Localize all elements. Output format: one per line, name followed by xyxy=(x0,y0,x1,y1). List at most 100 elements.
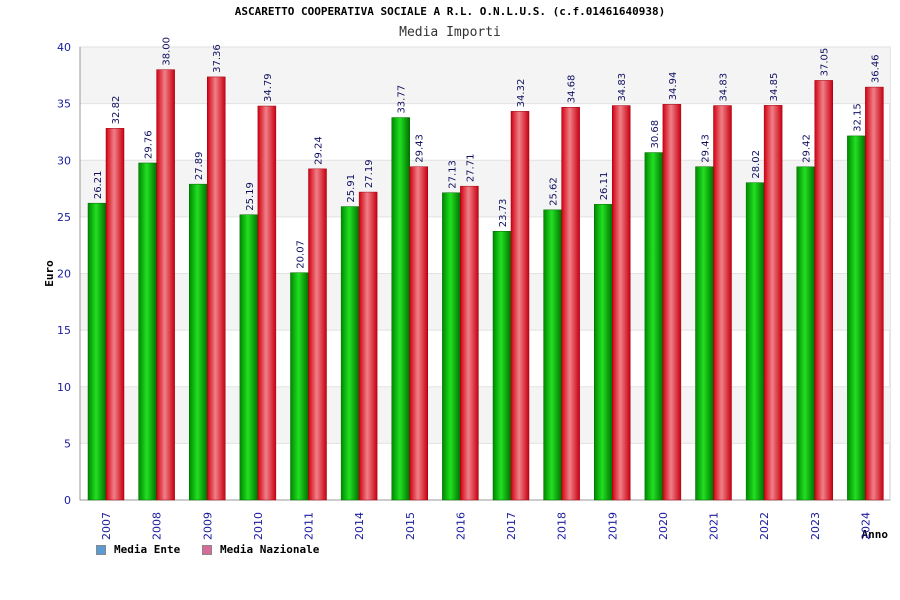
y-tick-label: 15 xyxy=(57,324,71,337)
bar-media-ente-2014 xyxy=(340,206,360,501)
bar-media-ente-2018 xyxy=(543,209,562,501)
bar-media-nazionale-2023 xyxy=(814,80,833,501)
legend-label-media-ente: Media Ente xyxy=(114,543,181,556)
data-label: 33.77 xyxy=(397,85,408,114)
x-tick-label: 2024 xyxy=(859,512,872,540)
data-label: 34.83 xyxy=(719,73,730,102)
data-label: 29.42 xyxy=(802,134,813,163)
x-tick-label: 2022 xyxy=(758,512,771,540)
data-label: 30.68 xyxy=(650,120,661,149)
x-tick-label: 2016 xyxy=(454,512,467,540)
y-tick-label: 30 xyxy=(57,154,71,167)
data-label: 37.05 xyxy=(820,48,831,77)
legend-item-media-nazionale: Media Nazionale xyxy=(202,543,319,556)
data-label: 38.00 xyxy=(162,37,173,66)
data-label: 34.85 xyxy=(769,73,780,102)
y-tick-label: 25 xyxy=(57,211,71,224)
x-tick-label: 2009 xyxy=(201,512,214,540)
x-tick-label: 2008 xyxy=(151,512,164,540)
y-tick-label: 40 xyxy=(57,41,71,54)
data-label: 27.13 xyxy=(447,160,458,189)
bar-media-nazionale-2008 xyxy=(156,69,175,501)
x-tick-label: 2020 xyxy=(657,512,670,540)
bar-media-ente-2020 xyxy=(644,152,664,501)
bar-media-nazionale-2014 xyxy=(358,191,378,501)
bar-media-nazionale-2007 xyxy=(105,128,125,501)
data-label: 29.43 xyxy=(701,134,712,163)
bar-media-ente-2009 xyxy=(189,183,208,501)
bar-media-ente-2017 xyxy=(492,231,512,501)
y-tick-label: 0 xyxy=(64,494,71,507)
bar-media-ente-2011 xyxy=(290,272,309,501)
bar-media-nazionale-2015 xyxy=(409,166,428,501)
legend-item-media-ente: Media Ente xyxy=(96,543,180,556)
bar-media-ente-2022 xyxy=(745,182,765,501)
bar-media-nazionale-2022 xyxy=(763,105,783,501)
legend-swatch-media-ente xyxy=(96,544,106,555)
x-tick-label: 2018 xyxy=(556,512,569,540)
data-label: 27.71 xyxy=(465,154,476,183)
bar-media-nazionale-2024 xyxy=(865,86,884,501)
data-label: 20.07 xyxy=(296,240,307,269)
x-tick-label: 2010 xyxy=(252,512,265,540)
bar-media-ente-2023 xyxy=(796,166,815,501)
data-label: 29.24 xyxy=(314,136,325,165)
data-label: 36.46 xyxy=(870,54,881,83)
bar-media-ente-2010 xyxy=(239,214,259,501)
data-label: 26.21 xyxy=(93,171,104,200)
bar-media-nazionale-2017 xyxy=(510,111,530,501)
data-label: 26.11 xyxy=(599,172,610,201)
bar-media-ente-2021 xyxy=(695,166,714,501)
legend-swatch-media-nazionale xyxy=(202,544,212,555)
bar-media-nazionale-2020 xyxy=(662,104,682,501)
y-tick-label: 5 xyxy=(64,437,71,450)
data-label: 34.94 xyxy=(668,72,679,101)
bar-media-nazionale-2010 xyxy=(257,105,277,501)
bar-media-nazionale-2018 xyxy=(561,106,580,501)
data-label: 34.68 xyxy=(567,75,578,104)
data-label: 27.19 xyxy=(364,159,375,188)
x-tick-label: 2007 xyxy=(100,512,113,540)
y-tick-label: 20 xyxy=(57,268,71,281)
x-tick-label: 2014 xyxy=(353,512,366,540)
y-tick-label: 35 xyxy=(57,98,71,111)
bar-media-ente-2015 xyxy=(391,117,410,501)
bar-media-nazionale-2021 xyxy=(713,105,732,501)
data-label: 34.79 xyxy=(263,73,274,102)
x-tick-label: 2021 xyxy=(708,512,721,540)
data-label: 37.36 xyxy=(212,44,223,73)
data-label: 29.76 xyxy=(144,130,155,159)
data-label: 23.73 xyxy=(498,199,509,228)
y-axis-label: Euro xyxy=(43,260,56,287)
bar-media-nazionale-2016 xyxy=(460,185,479,501)
bar-media-nazionale-2019 xyxy=(612,105,631,501)
bar-media-ente-2007 xyxy=(87,202,107,501)
legend-label-media-nazionale: Media Nazionale xyxy=(220,543,320,556)
bar-media-nazionale-2009 xyxy=(207,76,226,501)
data-label: 27.89 xyxy=(194,152,205,181)
data-label: 34.83 xyxy=(617,73,628,102)
chart-title: ASCARETTO COOPERATIVA SOCIALE A R.L. O.N… xyxy=(234,5,666,18)
bar-media-ente-2019 xyxy=(594,204,613,501)
data-label: 32.82 xyxy=(111,96,122,125)
x-tick-label: 2015 xyxy=(404,512,417,540)
bar-media-nazionale-2011 xyxy=(308,168,327,501)
x-tick-label: 2017 xyxy=(505,512,518,540)
data-label: 25.19 xyxy=(245,182,256,211)
x-tick-label: 2019 xyxy=(606,512,619,540)
data-label: 32.15 xyxy=(852,103,863,132)
x-tick-label: 2023 xyxy=(809,512,822,540)
x-tick-label: 2011 xyxy=(303,512,316,540)
x-axis-label: Anno xyxy=(862,528,889,541)
y-tick-label: 10 xyxy=(57,381,71,394)
data-label: 29.43 xyxy=(415,134,426,163)
data-label: 25.91 xyxy=(346,174,357,203)
chart-subtitle: Media Importi xyxy=(399,25,501,40)
data-label: 28.02 xyxy=(751,150,762,179)
bar-media-ente-2016 xyxy=(442,192,461,501)
bar-media-ente-2008 xyxy=(138,162,157,501)
data-label: 34.32 xyxy=(516,79,527,108)
data-label: 25.62 xyxy=(549,177,560,206)
bar-media-ente-2024 xyxy=(847,135,866,501)
